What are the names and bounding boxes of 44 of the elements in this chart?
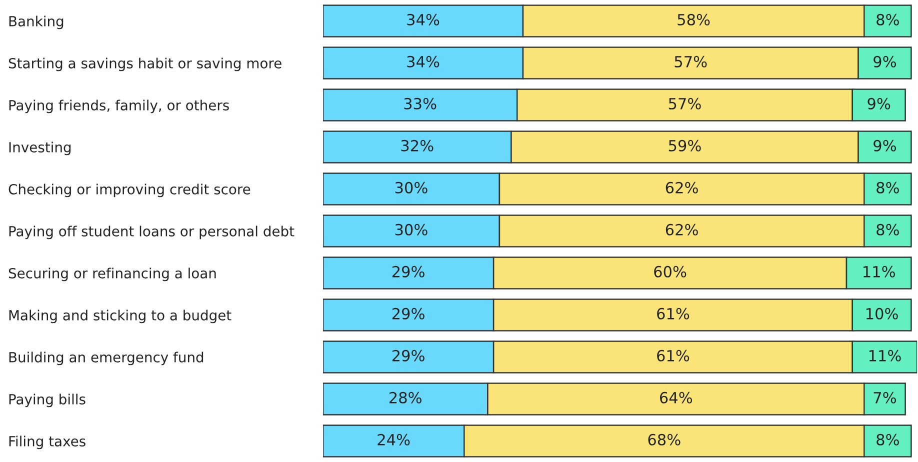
y-tick-label: Filing taxes [9,436,86,450]
data-label: 8% [876,434,899,446]
data-label: 11% [869,350,901,362]
y-tick-label: Paying off student loans or personal debt [9,226,294,240]
data-label: 68% [648,434,680,446]
data-label: 9% [868,98,890,110]
data-label: 8% [876,182,899,194]
data-label: 34% [407,14,440,26]
data-label: 30% [395,182,428,194]
y-tick-label: Checking or improving credit score [8,184,250,198]
data-label: 10% [866,308,898,320]
data-label: 62% [666,224,698,236]
data-label: 28% [389,392,422,404]
data-label: 9% [874,56,896,68]
data-label: 9% [874,140,896,152]
data-label: 29% [392,350,424,362]
data-label: 62% [666,182,698,194]
data-label: 57% [668,98,701,110]
data-label: 7% [874,392,896,404]
data-label: 61% [657,308,690,320]
y-tick-label: Making and sticking to a budget [9,310,232,324]
y-tick-label: Securing or refinancing a loan [8,268,216,282]
data-label: 59% [668,140,701,152]
data-label: 30% [395,224,428,236]
y-tick-label: Starting a savings habit or saving more [8,58,282,72]
data-label: 11% [864,266,895,278]
data-label: 57% [674,56,707,68]
data-label: 29% [392,308,424,320]
data-label: 32% [401,140,434,152]
y-tick-label: Banking [9,16,64,30]
data-label: 64% [660,392,692,404]
data-label: 58% [678,14,710,26]
data-label: 61% [657,350,690,362]
data-label: 29% [392,266,424,278]
y-tick-label: Investing [9,142,71,156]
y-tick-label: Paying friends, family, or others [9,100,229,114]
data-label: 33% [404,98,436,110]
data-label: 8% [876,224,899,236]
y-tick-label: Paying bills [9,394,86,408]
y-tick-label: Building an emergency fund [9,352,204,366]
data-label: 8% [876,14,899,26]
data-label: 34% [407,56,440,68]
data-label: 24% [378,434,410,446]
data-label: 60% [654,266,686,278]
